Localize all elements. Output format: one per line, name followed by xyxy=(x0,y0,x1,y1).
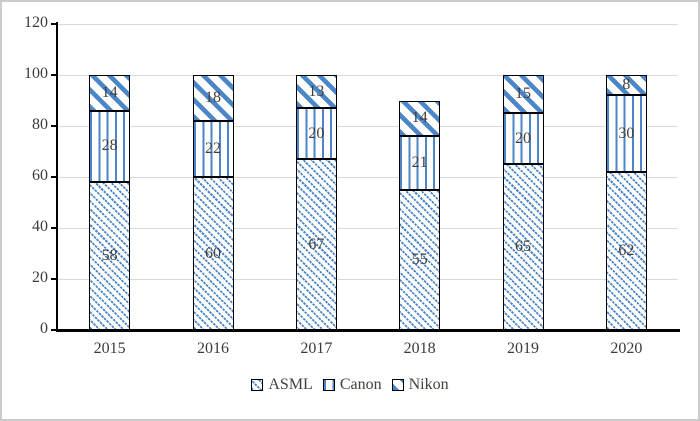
x-axis-label: 2017 xyxy=(300,340,333,357)
bar-value-label: 65 xyxy=(515,238,531,256)
bar-value-label: 62 xyxy=(618,241,635,259)
gridline xyxy=(58,74,678,76)
x-axis-line xyxy=(56,329,680,332)
y-axis-tick xyxy=(51,227,58,229)
bar-segment-canon-2020: 30 xyxy=(605,95,647,172)
gridline xyxy=(58,125,678,127)
bar-value-label: 21 xyxy=(411,153,428,171)
bar-value-label: 30 xyxy=(618,124,635,142)
y-tick-label: 60 xyxy=(32,167,48,184)
y-tick-label: 40 xyxy=(32,218,48,235)
bar-segment-nikon-2017: 13 xyxy=(295,75,337,109)
y-tick-label: 20 xyxy=(32,269,48,286)
x-axis-label: 2020 xyxy=(610,340,643,357)
y-axis-tick xyxy=(51,125,58,127)
bar-segment-asml-2018: 55 xyxy=(399,189,441,330)
y-tick-label: 100 xyxy=(24,65,48,82)
bar-value-label: 55 xyxy=(411,250,428,268)
bar-value-label: 20 xyxy=(308,124,325,142)
plot-area: 58 28 14 60 22 18 67 20 13 55 21 14 65 20 15 62 30 8 xyxy=(58,23,678,330)
bar-value-label: 14 xyxy=(101,83,118,101)
bar-segment-nikon-2020: 8 xyxy=(605,75,647,96)
y-tick-label: 0 xyxy=(40,320,48,337)
gridline xyxy=(58,227,678,229)
legend: ASML Canon Nikon xyxy=(2,376,698,394)
bar-segment-asml-2015: 58 xyxy=(89,182,131,330)
bar-segment-asml-2019: 65 xyxy=(502,164,544,330)
bar-value-label: 14 xyxy=(411,109,428,127)
bar-value-label: 20 xyxy=(515,129,531,147)
legend-swatch-asml xyxy=(251,379,264,391)
bar-value-label: 58 xyxy=(101,247,118,265)
bar-value-label: 28 xyxy=(101,137,118,155)
bar-segment-canon-2018: 21 xyxy=(399,136,441,190)
bar-segment-nikon-2015: 14 xyxy=(89,75,131,111)
y-axis-tick xyxy=(51,329,58,331)
gridline xyxy=(58,176,678,178)
y-axis-tick xyxy=(51,176,58,178)
legend-swatch-nikon xyxy=(391,379,404,391)
bar-value-label: 18 xyxy=(205,88,221,106)
legend-item-canon: Canon xyxy=(322,376,382,394)
bar-value-label: 15 xyxy=(515,85,531,103)
y-axis-tick xyxy=(51,278,58,280)
gridline xyxy=(58,23,678,25)
bar-value-label: 22 xyxy=(205,139,221,157)
bar-segment-canon-2017: 20 xyxy=(295,108,337,160)
bar-segment-nikon-2016: 18 xyxy=(192,75,234,121)
bar-value-label: 67 xyxy=(308,235,325,253)
bar-segment-asml-2017: 67 xyxy=(295,159,337,330)
bar-segment-nikon-2019: 15 xyxy=(502,75,544,114)
gridline xyxy=(58,278,678,280)
x-axis-label: 2019 xyxy=(506,340,539,357)
bar-segment-canon-2015: 28 xyxy=(89,110,131,183)
x-axis-label: 2015 xyxy=(93,340,126,357)
y-axis-tick xyxy=(51,23,58,25)
legend-item-nikon: Nikon xyxy=(391,376,449,394)
y-axis-tick xyxy=(51,74,58,76)
legend-label: Canon xyxy=(339,376,382,393)
legend-label: Nikon xyxy=(408,376,449,393)
bar-value-label: 13 xyxy=(308,82,325,100)
legend-swatch-canon xyxy=(322,379,335,391)
y-tick-label: 120 xyxy=(24,14,48,31)
x-axis-label: 2016 xyxy=(196,340,229,357)
legend-item-asml: ASML xyxy=(251,376,313,394)
bar-segment-canon-2016: 22 xyxy=(192,120,234,177)
y-tick-label: 80 xyxy=(32,116,48,133)
bar-value-label: 60 xyxy=(205,244,221,262)
bar-value-label: 8 xyxy=(622,76,631,94)
bar-segment-asml-2020: 62 xyxy=(605,171,647,330)
bar-segment-canon-2019: 20 xyxy=(502,113,544,165)
bar-segment-nikon-2018: 14 xyxy=(399,100,441,137)
legend-label: ASML xyxy=(268,376,313,393)
x-axis-label: 2018 xyxy=(403,340,436,357)
bar-segment-asml-2016: 60 xyxy=(192,177,234,330)
